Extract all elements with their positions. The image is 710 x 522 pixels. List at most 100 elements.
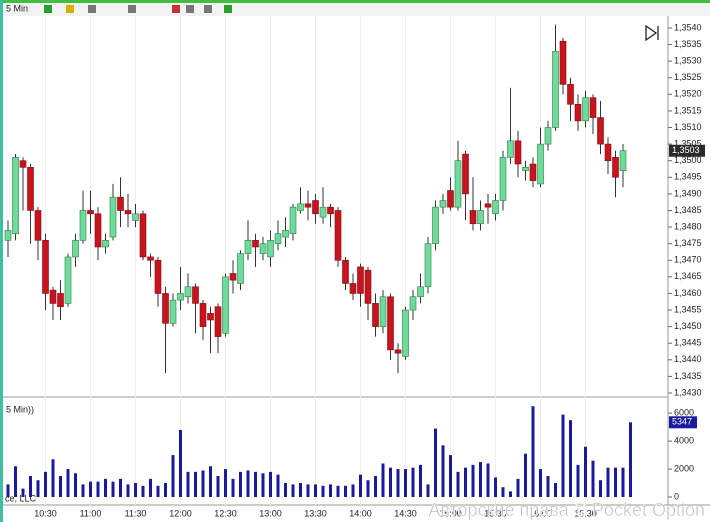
x-tick-label: 15:30 xyxy=(484,508,507,518)
y-tick-label: 1,3465 xyxy=(674,271,702,281)
candle-body xyxy=(462,153,469,195)
volume-bar xyxy=(299,483,302,497)
volume-bar xyxy=(216,476,220,497)
volume-bar xyxy=(21,488,25,497)
candle-body xyxy=(229,273,237,281)
volume-bar xyxy=(366,480,370,497)
candle-body xyxy=(319,206,327,218)
y-tick-label: 1,3470 xyxy=(674,255,702,265)
toolbar-interval[interactable]: 5 Min xyxy=(6,3,28,13)
x-tick-label: 10:30 xyxy=(34,508,57,518)
candle-body xyxy=(529,163,537,181)
volume-bar xyxy=(209,466,212,497)
last-volume-label: 5347 xyxy=(672,417,692,427)
icon[interactable] xyxy=(66,5,74,13)
volume-title: 5 Min)) xyxy=(6,404,34,414)
y-tick-label: 1,3430 xyxy=(674,387,702,397)
candle-body xyxy=(409,296,417,311)
volume-bar xyxy=(74,473,77,497)
watermark: Авторские права © Pocket Option xyxy=(428,500,705,520)
volume-bar xyxy=(164,483,167,497)
x-tick-label: 14:30 xyxy=(394,508,417,518)
volume-bar xyxy=(89,481,92,497)
y-tick-label: 1,3450 xyxy=(674,321,702,331)
volume-bar xyxy=(231,478,235,497)
volume-bar xyxy=(14,466,17,497)
volume-bar xyxy=(329,484,332,497)
icon[interactable] xyxy=(88,5,96,13)
candle-body xyxy=(424,243,432,288)
volume-bar xyxy=(449,455,452,497)
volume-bar xyxy=(186,471,190,497)
candle-body xyxy=(334,210,342,261)
candle-body xyxy=(289,206,297,235)
icon[interactable] xyxy=(224,5,232,13)
volume-bar xyxy=(344,485,347,497)
volume-bar xyxy=(119,478,122,497)
volume-bar xyxy=(419,464,422,497)
candle-body xyxy=(604,143,612,161)
candle-body xyxy=(544,127,552,145)
toolbar xyxy=(3,3,710,16)
volume-bar xyxy=(201,470,205,497)
scroll-end-button[interactable] xyxy=(645,24,659,42)
candle-body xyxy=(19,160,27,168)
y-tick-label: 1,3490 xyxy=(674,188,702,198)
volume-bar xyxy=(516,478,520,497)
y-tick-label: 4000 xyxy=(674,435,694,445)
candle-body xyxy=(139,213,147,258)
candle-body xyxy=(567,84,574,105)
candle-body xyxy=(447,190,454,208)
candle-body xyxy=(274,233,282,244)
candle-body xyxy=(132,213,139,221)
volume-bar xyxy=(261,473,265,497)
volume-bar xyxy=(44,471,47,497)
candle-body xyxy=(432,206,439,244)
candle-body xyxy=(12,157,19,235)
volume-bar xyxy=(269,471,272,497)
candle-body xyxy=(64,256,72,304)
icon[interactable] xyxy=(44,5,52,13)
volume-bar xyxy=(276,474,280,497)
candle-body xyxy=(574,103,582,122)
icon[interactable] xyxy=(128,5,136,13)
candle-body xyxy=(4,230,12,241)
volume-bar xyxy=(284,483,287,497)
candle-body xyxy=(237,253,244,284)
candle-body xyxy=(117,196,124,211)
volume-bar xyxy=(314,484,317,497)
icon[interactable] xyxy=(172,5,180,13)
x-tick-label: 16:00 xyxy=(529,508,552,518)
volume-bar xyxy=(509,491,512,497)
x-tick-label: 12:30 xyxy=(214,508,237,518)
candle-body xyxy=(177,293,184,301)
y-tick-label: 2000 xyxy=(674,463,694,473)
candle-body xyxy=(259,243,267,254)
volume-bar xyxy=(441,445,445,497)
candle-body xyxy=(357,266,364,294)
volume-bar xyxy=(239,471,242,497)
candle-body xyxy=(589,97,597,118)
volume-bar xyxy=(494,477,497,497)
y-tick-label: 1,3480 xyxy=(674,221,702,231)
candle-body xyxy=(297,203,304,211)
candle-body xyxy=(439,200,447,208)
volume-bar xyxy=(479,462,482,497)
x-tick-label: 16:30 xyxy=(574,508,597,518)
last-price-label: 1,3503 xyxy=(672,145,700,155)
volume-bar xyxy=(351,484,355,497)
candle-body xyxy=(207,313,214,321)
candle-body xyxy=(154,259,162,294)
candle-body xyxy=(267,240,274,258)
volume-bar xyxy=(464,467,467,497)
icon[interactable] xyxy=(204,5,212,13)
candle-body xyxy=(394,349,402,354)
volume-bar xyxy=(336,485,340,497)
volume-bar xyxy=(374,476,377,497)
volume-bar xyxy=(434,428,437,497)
volume-bar xyxy=(51,459,55,497)
candle-body xyxy=(252,240,259,248)
icon[interactable] xyxy=(186,5,194,13)
